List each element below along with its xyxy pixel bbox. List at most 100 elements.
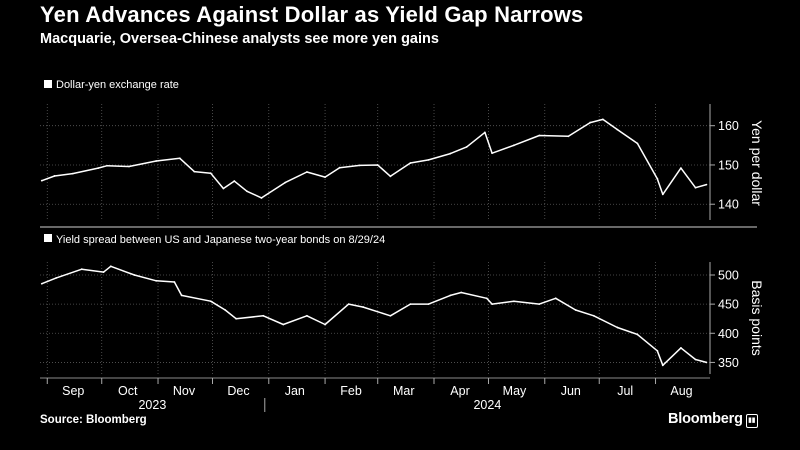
usdjpy-point: [284, 181, 287, 184]
spread-point: [324, 323, 326, 326]
usdjpy-legend-label: Dollar-yen exchange rate: [56, 79, 179, 91]
usdjpy-point: [260, 197, 263, 199]
usdjpy-point: [97, 167, 100, 170]
x-tick-label: Jul: [617, 384, 633, 398]
chart-title: Yen Advances Against Dollar as Yield Gap…: [40, 2, 584, 27]
usdjpy-point: [233, 180, 236, 182]
usdjpy-point: [616, 128, 619, 131]
spread-point: [680, 346, 682, 349]
usdjpy-point: [483, 131, 486, 134]
usdjpy-point: [538, 134, 541, 137]
spread-point: [485, 297, 488, 300]
spread-point: [155, 279, 158, 282]
usdjpy-point: [128, 165, 130, 168]
x-tick-label: Sep: [62, 384, 84, 398]
x-tick-label: Apr: [450, 384, 469, 398]
spread-point: [491, 303, 494, 306]
usdjpy-legend-swatch: [44, 80, 52, 88]
usdjpy-point: [705, 183, 708, 186]
usdjpy-point: [636, 142, 639, 145]
spread-y-axis: 350 400 450 500: [709, 262, 739, 374]
usdjpy-point: [306, 171, 308, 173]
chart-subtitle: Macquarie, Oversea-Chinese analysts see …: [40, 31, 439, 47]
usdjpy-point: [656, 177, 659, 180]
spread-point: [705, 361, 708, 364]
usdjpy-y-tick-label: 140: [718, 198, 739, 212]
usdjpy-point: [389, 175, 392, 178]
spread-point: [102, 271, 105, 273]
spread-y-tick-label: 500: [718, 268, 739, 282]
spread-point: [574, 309, 577, 311]
spread-point: [109, 265, 112, 268]
usdjpy-y-axis-label: Yen per dollar: [749, 120, 765, 206]
usdjpy-point: [601, 118, 604, 121]
usdjpy-point: [358, 164, 361, 167]
usdjpy-point: [661, 193, 664, 196]
spread-point: [538, 303, 541, 306]
usdjpy-point: [465, 146, 468, 148]
spread-grid: [40, 262, 710, 374]
usdjpy-grid: [40, 104, 710, 220]
x-tick-label: Jun: [561, 384, 581, 398]
x-tick-label: Aug: [670, 384, 692, 398]
spread-point: [282, 323, 285, 326]
x-tick-label: Jan: [285, 384, 305, 398]
spread-point: [656, 349, 659, 352]
spread-legend-label: Yield spread between US and Japanese two…: [56, 234, 385, 246]
spread-point: [40, 282, 43, 285]
usdjpy-point: [449, 152, 452, 155]
usdjpy-point: [324, 176, 326, 179]
usdjpy-point: [222, 187, 225, 190]
x-tick-label: Nov: [173, 384, 196, 398]
usdjpy-y-tick-label: 160: [718, 119, 739, 133]
spread-point: [224, 309, 227, 311]
usdjpy-point: [106, 164, 109, 167]
spread-line: [41, 265, 707, 367]
spread-point: [694, 358, 697, 361]
usdjpy-point: [513, 144, 515, 147]
spread-point: [389, 314, 392, 317]
spread-point: [306, 314, 308, 317]
spread-point: [262, 314, 265, 317]
x-tick-label: Dec: [227, 384, 249, 398]
usdjpy-point: [491, 152, 494, 155]
usdjpy-point: [376, 164, 379, 166]
spread-y-axis-label: Basis points: [749, 280, 765, 355]
usdjpy-y-tick-label: 150: [718, 158, 739, 172]
usdjpy-panel: Dollar-yen exchange rate 140 150 160 Yen p…: [40, 79, 765, 220]
spread-y-tick-label: 450: [718, 298, 739, 312]
spread-point: [347, 303, 350, 306]
spread-point: [362, 306, 365, 308]
spread-point: [235, 317, 237, 320]
bloomberg-chart-icon: ▮▮: [745, 414, 758, 428]
spread-point: [636, 333, 639, 336]
spread-point: [133, 274, 136, 276]
spread-point: [180, 294, 183, 297]
usdjpy-point: [246, 190, 248, 193]
year-label: 2023: [138, 398, 166, 412]
spread-y-tick-label: 350: [718, 356, 739, 370]
usdjpy-point: [155, 160, 158, 162]
usdjpy-point: [694, 186, 697, 189]
x-tick-label: Feb: [340, 384, 362, 398]
usdjpy-point: [71, 172, 74, 175]
spread-point: [592, 314, 595, 317]
spread-point: [55, 277, 58, 279]
bloomberg-logo: Bloomberg ▮▮: [668, 411, 758, 428]
spread-point: [554, 297, 557, 300]
spread-point: [449, 294, 452, 297]
usdjpy-line: [41, 118, 707, 199]
usdjpy-point: [338, 166, 341, 169]
brand-name: Bloomberg: [668, 411, 743, 427]
spread-series: [40, 265, 708, 367]
usdjpy-point: [409, 162, 412, 164]
spread-point: [661, 364, 664, 367]
usdjpy-point: [178, 157, 181, 160]
x-axis: Sep Oct Nov Dec Jan Feb Mar Apr May Jun Jul Aug 2023…: [46, 378, 693, 412]
usdjpy-point: [40, 179, 43, 182]
spread-point: [209, 300, 212, 303]
usdjpy-point: [427, 158, 430, 161]
x-tick-label: May: [503, 384, 527, 398]
spread-point: [513, 300, 515, 303]
